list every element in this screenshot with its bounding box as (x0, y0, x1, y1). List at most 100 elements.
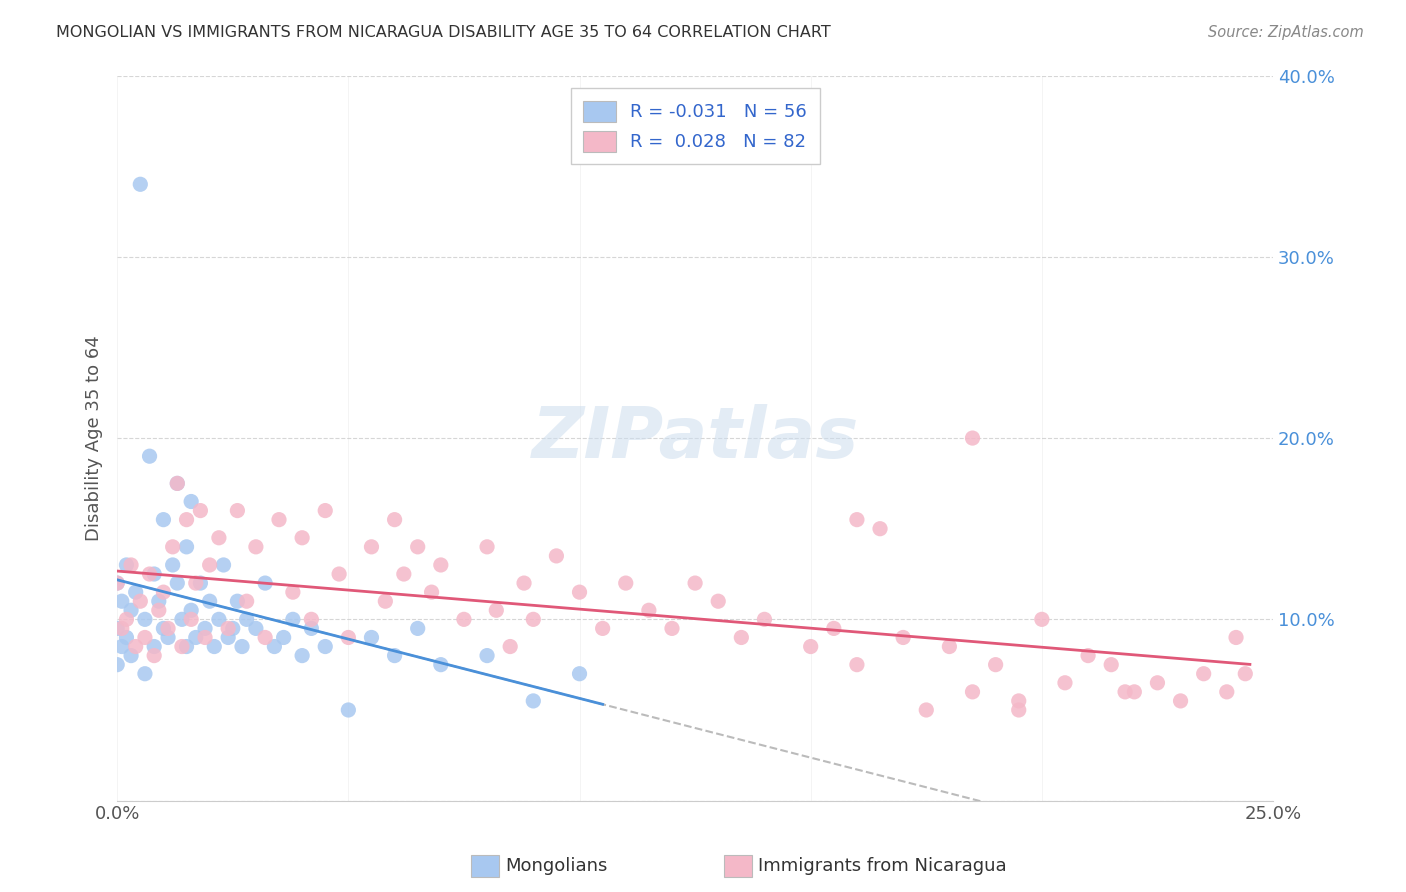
Text: MONGOLIAN VS IMMIGRANTS FROM NICARAGUA DISABILITY AGE 35 TO 64 CORRELATION CHART: MONGOLIAN VS IMMIGRANTS FROM NICARAGUA D… (56, 25, 831, 40)
Point (1053, 675, 1076, 690)
Point (800, 640, 823, 654)
Point (217, 631, 239, 645)
Point (263, 640, 285, 654)
Point (475, 540, 498, 554)
Point (166, 476, 188, 491)
Point (176, 513, 198, 527)
Point (152, 585, 174, 599)
Legend: R = -0.031   N = 56, R =  0.028   N = 82: R = -0.031 N = 56, R = 0.028 N = 82 (571, 88, 820, 164)
Point (406, 621, 429, 635)
Point (592, 621, 614, 635)
Point (273, 631, 295, 645)
Point (152, 621, 174, 635)
Point (148, 594, 170, 608)
Point (869, 522, 891, 536)
Point (190, 503, 212, 517)
Point (157, 621, 180, 635)
Point (374, 594, 396, 608)
Point (176, 640, 198, 654)
Point (162, 558, 184, 572)
Point (730, 631, 752, 645)
Point (1216, 685, 1239, 699)
Point (157, 631, 180, 645)
Point (453, 612, 475, 626)
Point (125, 585, 148, 599)
Point (148, 603, 170, 617)
Point (111, 594, 134, 608)
Point (337, 703, 360, 717)
Point (568, 666, 591, 681)
Point (392, 567, 415, 582)
Point (1234, 666, 1257, 681)
Point (314, 640, 336, 654)
Point (299, 612, 322, 626)
Point (166, 476, 188, 491)
Point (231, 640, 253, 654)
Point (134, 666, 156, 681)
Point (475, 648, 498, 663)
Point (522, 612, 544, 626)
Point (522, 694, 544, 708)
Point (115, 631, 138, 645)
Point (134, 612, 156, 626)
Point (198, 594, 221, 608)
Point (180, 494, 202, 508)
Point (194, 631, 217, 645)
Point (430, 657, 453, 672)
Point (406, 540, 429, 554)
Point (337, 631, 360, 645)
Point (115, 612, 138, 626)
Point (568, 585, 591, 599)
Point (638, 603, 661, 617)
Point (111, 640, 134, 654)
Point (1008, 694, 1031, 708)
Point (1123, 685, 1146, 699)
Point (105, 621, 128, 635)
Text: Source: ZipAtlas.com: Source: ZipAtlas.com (1208, 25, 1364, 40)
Point (245, 540, 267, 554)
Point (120, 648, 142, 663)
Point (328, 567, 350, 582)
Point (115, 558, 138, 572)
Point (384, 648, 406, 663)
Point (962, 685, 984, 699)
Point (152, 513, 174, 527)
Point (1031, 612, 1053, 626)
Point (245, 621, 267, 635)
Point (1170, 694, 1192, 708)
Point (683, 576, 706, 591)
Point (184, 631, 207, 645)
Point (198, 558, 221, 572)
Point (194, 621, 217, 635)
Point (105, 657, 128, 672)
Point (1077, 648, 1099, 663)
Point (384, 513, 406, 527)
Point (513, 576, 536, 591)
Point (226, 503, 249, 517)
Point (499, 640, 522, 654)
Point (120, 603, 142, 617)
Point (226, 594, 249, 608)
Point (166, 576, 188, 591)
Point (208, 612, 231, 626)
Point (707, 594, 730, 608)
Point (1192, 666, 1215, 681)
Point (984, 657, 1007, 672)
Point (281, 585, 304, 599)
Point (360, 540, 382, 554)
Point (138, 449, 160, 463)
Point (162, 540, 184, 554)
Point (291, 648, 314, 663)
Point (129, 178, 152, 192)
Text: ZIPatlas: ZIPatlas (531, 403, 859, 473)
Point (254, 576, 277, 591)
Point (143, 567, 166, 582)
Point (754, 612, 776, 626)
Point (314, 503, 336, 517)
Point (138, 567, 160, 582)
Point (962, 431, 984, 445)
Point (217, 621, 239, 635)
Point (845, 657, 868, 672)
Point (176, 540, 198, 554)
Point (125, 640, 148, 654)
